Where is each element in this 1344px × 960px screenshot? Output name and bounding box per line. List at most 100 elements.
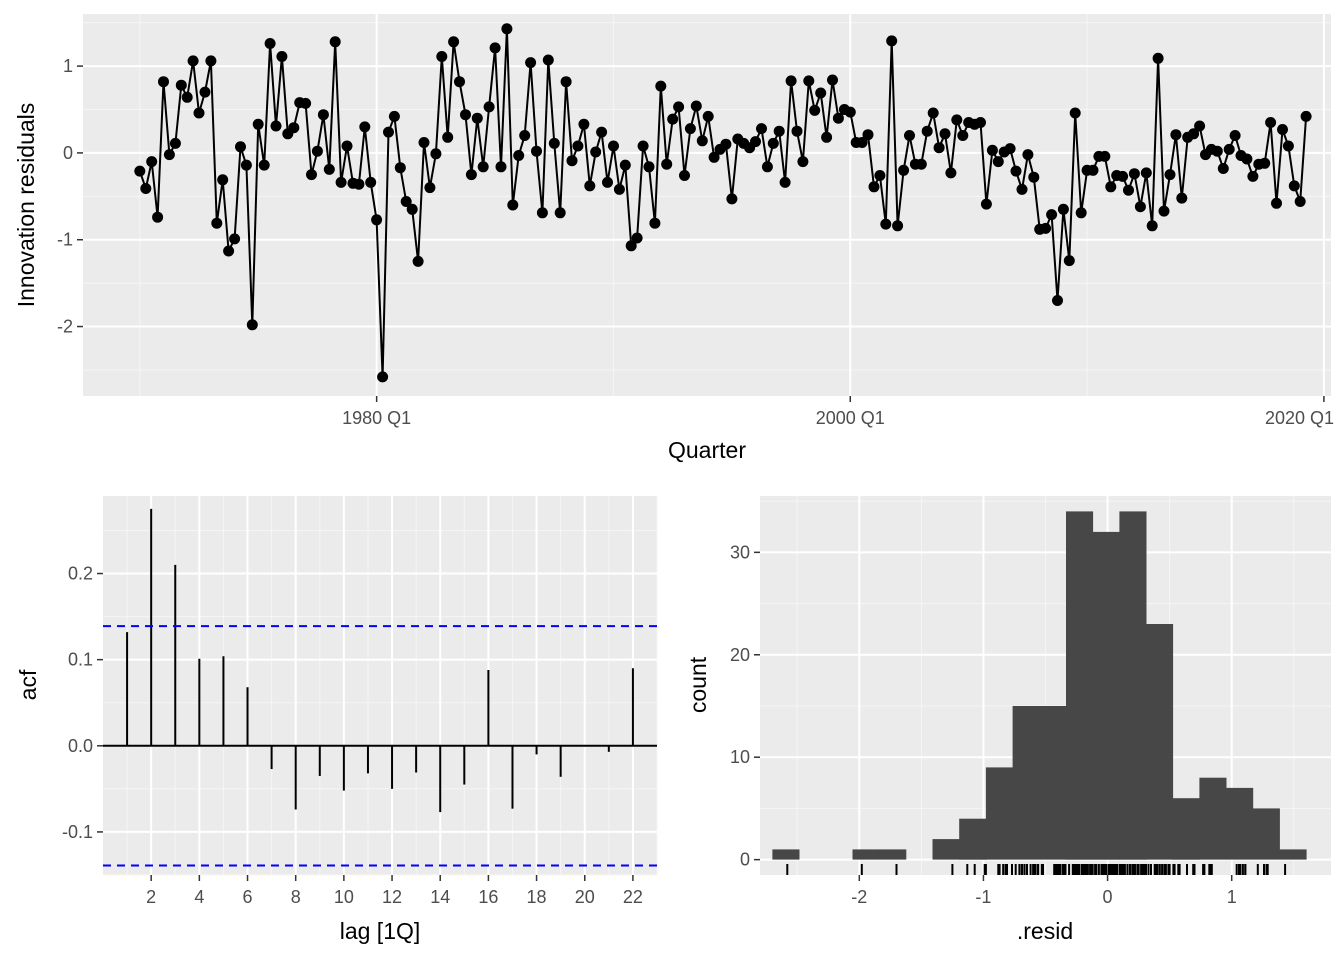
residual-point xyxy=(761,161,773,173)
residual-point xyxy=(365,176,377,188)
x-tick-label: 20 xyxy=(575,887,595,907)
residual-point xyxy=(270,120,282,132)
residual-point xyxy=(1229,130,1241,141)
residual-point xyxy=(187,55,199,67)
residual-point xyxy=(868,181,880,193)
residual-point xyxy=(679,170,690,181)
residuals-y-axis-title: Innovation residuals xyxy=(13,103,39,308)
y-tick-label: 20 xyxy=(730,645,750,665)
residual-point xyxy=(1069,107,1081,119)
residual-point xyxy=(832,112,844,124)
acf-x-axis-title: lag [1Q] xyxy=(340,918,421,944)
histogram-x-axis: -2 -1 0 1 xyxy=(851,875,1237,907)
residual-point xyxy=(525,57,537,69)
residual-point xyxy=(856,137,868,148)
residual-point xyxy=(1241,153,1253,165)
residuals-panel-background xyxy=(83,14,1331,396)
residual-point xyxy=(756,123,767,135)
x-tick-label: 1 xyxy=(1227,887,1237,907)
residual-point xyxy=(815,87,827,99)
y-tick-label: 0.2 xyxy=(68,564,93,584)
residual-point xyxy=(898,164,910,176)
x-tick-label: 6 xyxy=(243,887,253,907)
residual-point xyxy=(424,182,436,194)
histogram-bar xyxy=(1172,798,1200,860)
residual-point xyxy=(779,176,791,188)
residual-point xyxy=(655,80,667,92)
histogram-rug xyxy=(786,864,1287,875)
residual-point xyxy=(584,180,596,192)
y-tick-label: -0.1 xyxy=(62,822,93,842)
residual-point xyxy=(708,151,720,163)
y-tick-label: -2 xyxy=(57,317,73,337)
residual-point xyxy=(667,113,679,125)
residual-point xyxy=(1300,110,1312,122)
y-tick-label: 0 xyxy=(63,143,73,163)
residual-point xyxy=(1016,183,1028,195)
residual-point xyxy=(140,183,152,194)
y-tick-label: 1 xyxy=(63,56,73,76)
residual-point xyxy=(495,161,507,173)
x-tick-label: 18 xyxy=(527,887,547,907)
residual-point xyxy=(471,112,483,124)
residual-point xyxy=(1294,196,1306,207)
residual-point xyxy=(536,207,548,219)
residual-point xyxy=(300,97,312,109)
residual-point xyxy=(246,319,258,331)
residual-point xyxy=(933,142,945,154)
residual-point xyxy=(880,218,892,230)
residual-point xyxy=(886,35,898,47)
x-tick-label: 2000 Q1 xyxy=(816,408,885,428)
y-tick-label: 0 xyxy=(740,850,750,870)
residual-point xyxy=(1134,201,1146,213)
residual-point xyxy=(1176,192,1188,204)
residual-point xyxy=(418,137,430,148)
residual-point xyxy=(359,121,371,133)
residual-point xyxy=(602,176,613,188)
histogram-y-axis-title: count xyxy=(685,656,711,713)
residual-point xyxy=(383,126,394,138)
residual-point xyxy=(169,137,181,149)
residual-point xyxy=(649,217,661,229)
residual-point xyxy=(412,255,424,267)
residual-point xyxy=(448,36,460,48)
residual-point xyxy=(501,23,513,35)
y-tick-label: 10 xyxy=(730,747,750,767)
residual-point xyxy=(767,137,779,149)
residual-point xyxy=(975,117,986,128)
residual-point xyxy=(317,109,329,121)
acf-y-axis-title: acf xyxy=(15,669,41,700)
histogram-bars xyxy=(772,511,1307,860)
residual-point xyxy=(1123,184,1134,196)
x-tick-label: 0 xyxy=(1103,887,1113,907)
residual-point xyxy=(388,110,400,122)
residual-point xyxy=(578,118,590,130)
residuals-time-plot: 1 0 -1 -2 1980 Q1 2000 Q1 2020 Q1 Quarter Inn… xyxy=(13,14,1334,463)
acf-x-axis: 2 4 6 8 10 12 14 16 18 20 22 xyxy=(146,875,643,907)
histogram-x-axis-title: .resid xyxy=(1017,918,1073,944)
residual-point xyxy=(542,54,554,66)
residual-point xyxy=(1265,117,1277,128)
residual-point xyxy=(1146,220,1158,232)
residual-point xyxy=(483,101,495,113)
residual-point xyxy=(673,101,685,113)
residual-point xyxy=(181,91,193,103)
residual-point xyxy=(1194,120,1206,132)
residual-point xyxy=(489,42,501,54)
residual-point xyxy=(821,131,833,143)
histogram-bar xyxy=(1092,531,1120,860)
residual-point xyxy=(1057,203,1069,215)
residual-point xyxy=(1188,128,1200,140)
residual-point xyxy=(229,233,241,245)
residual-point xyxy=(720,138,732,150)
residual-point xyxy=(240,159,252,171)
residuals-gridlines xyxy=(83,14,1331,396)
histogram-bar xyxy=(1199,777,1227,860)
residuals-x-axis: 1980 Q1 2000 Q1 2020 Q1 xyxy=(342,396,1334,428)
residual-point xyxy=(596,126,608,138)
histogram-bar xyxy=(879,849,907,860)
residual-point xyxy=(477,161,489,173)
x-tick-label: 2020 Q1 xyxy=(1265,408,1334,428)
residual-point xyxy=(442,131,454,143)
residual-point xyxy=(531,145,542,157)
